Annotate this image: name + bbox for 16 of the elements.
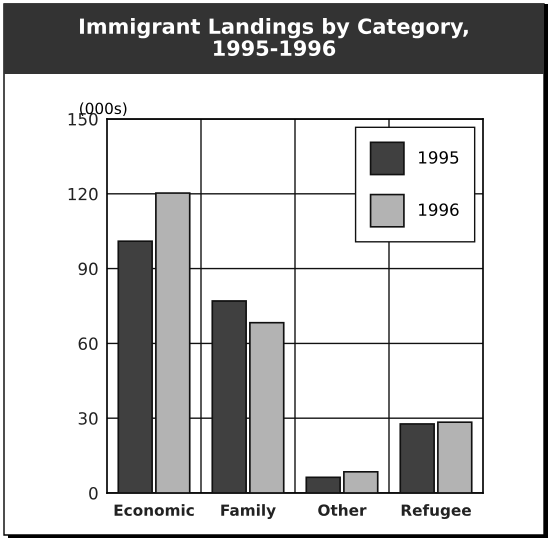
bar — [305, 476, 341, 493]
x-tick-label: Economic — [114, 504, 194, 516]
bar — [399, 423, 435, 493]
y-tick-label: 0 — [89, 486, 98, 500]
y-tick-label: 120 — [68, 188, 98, 200]
chart-title: Immigrant Landings by Category, 1995-1996 — [80, 18, 468, 56]
x-tick-label: Family — [221, 504, 276, 520]
bar — [437, 421, 473, 493]
x-tick-label: Refugee — [402, 504, 471, 520]
y-tick-label: 60 — [78, 337, 98, 350]
legend-label: 1995 — [419, 151, 458, 164]
x-tick-label: Other — [318, 504, 366, 516]
bar — [343, 470, 379, 493]
legend-label: 1996 — [419, 203, 459, 216]
y-tick-label: 30 — [78, 412, 98, 425]
y-tick-label: 90 — [78, 262, 98, 276]
